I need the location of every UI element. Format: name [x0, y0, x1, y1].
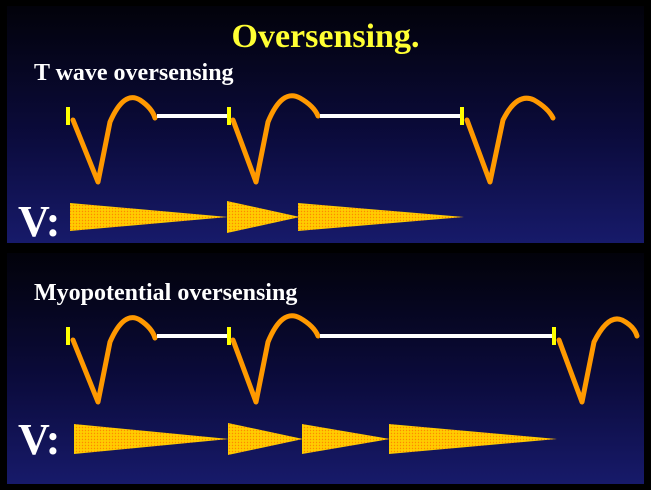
timer-wedge	[298, 203, 464, 231]
timer-wedge	[389, 424, 557, 454]
t-wave-strip	[66, 93, 556, 185]
qrs-complex	[464, 95, 556, 185]
timer-wedge	[70, 203, 228, 231]
timer-wedges	[70, 201, 464, 233]
t-wave-label: T wave oversensing	[34, 60, 234, 86]
timer-wedge	[227, 201, 300, 233]
timer-wedge	[228, 423, 303, 455]
timer-wedges	[74, 423, 557, 455]
ventricular-channel-label: V:	[18, 197, 61, 246]
slide-title: Oversensing.	[231, 18, 420, 55]
qrs-complex	[556, 316, 640, 405]
t-wave-panel	[7, 6, 644, 243]
qrs-complex	[230, 93, 321, 185]
qrs-complex	[70, 315, 158, 405]
timer-wedge	[74, 424, 229, 454]
ventricular-channel-label: V:	[18, 415, 61, 464]
qrs-complex	[70, 95, 158, 185]
myopotential-label: Myopotential oversensing	[34, 280, 298, 306]
qrs-complex	[230, 313, 321, 405]
timer-wedge	[302, 424, 390, 454]
myopotential-strip	[66, 313, 640, 405]
